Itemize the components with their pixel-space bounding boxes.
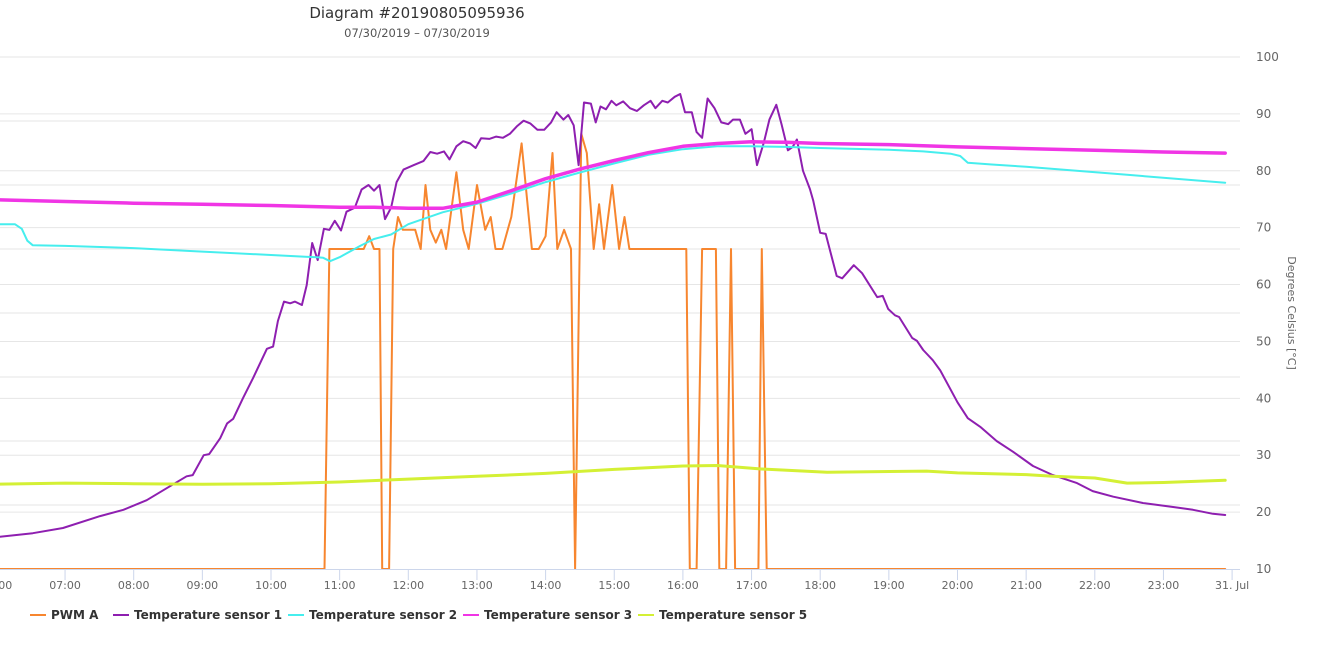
x-tick-label: 18:00: [804, 579, 836, 592]
axes: 10 20 30 40 50 60 70 80 90 100 06:00 07:00 08:00 09:0…: [0, 50, 1298, 592]
y-tick-label: 80: [1256, 164, 1271, 178]
y-tick-label: 40: [1256, 391, 1271, 405]
y-tick-label: 20: [1256, 505, 1271, 519]
chart-subtitle: 07/30/2019 – 07/30/2019: [344, 26, 490, 40]
legend-item-pwm-a[interactable]: PWM A: [30, 608, 98, 622]
legend-line-marker: [463, 614, 479, 616]
x-tick-label: 17:00: [736, 579, 768, 592]
x-tick-label: 09:00: [186, 579, 218, 592]
y-tick-label: 30: [1256, 448, 1271, 462]
legend-line-marker: [288, 614, 304, 616]
x-tick-label: 13:00: [461, 579, 493, 592]
x-tick-label: 31. Jul: [1215, 579, 1249, 592]
gridlines: [0, 56, 1240, 513]
x-tick-label: 21:00: [1010, 579, 1042, 592]
y-axis-title: Degrees Celsius [°C]: [1285, 256, 1298, 370]
y-tick-label: 60: [1256, 278, 1271, 292]
legend-label: Temperature sensor 3: [484, 608, 633, 622]
y-tick-label: 50: [1256, 334, 1271, 348]
x-tick-label: 06:00: [0, 579, 12, 592]
y-tick-label: 70: [1256, 221, 1271, 235]
legend-item-temperature-sensor-2[interactable]: Temperature sensor 2: [288, 608, 457, 622]
x-tick-label: 14:00: [530, 579, 562, 592]
legend-line-marker: [113, 614, 129, 616]
x-tick-label: 15:00: [598, 579, 630, 592]
x-tick-label: 19:00: [873, 579, 905, 592]
y-tick-label: 100: [1256, 50, 1279, 64]
series-line-pwm-a[interactable]: [0, 132, 1227, 570]
x-tick-label: 07:00: [49, 579, 81, 592]
series-line-temperature-sensor-5[interactable]: [0, 464, 1227, 486]
y-tick-label: 90: [1256, 107, 1271, 121]
x-tick-label: 23:00: [1148, 579, 1180, 592]
legend-label: Temperature sensor 2: [309, 608, 458, 622]
legend-item-temperature-sensor-3[interactable]: Temperature sensor 3: [463, 608, 632, 622]
legend-label: Temperature sensor 1: [134, 608, 283, 622]
x-tick-label: 11:00: [324, 579, 356, 592]
chart-title: Diagram #20190805095936: [309, 4, 525, 22]
legend-line-marker: [638, 614, 654, 616]
x-tick-label: 10:00: [255, 579, 287, 592]
x-tick-label: 12:00: [392, 579, 424, 592]
legend-label: Temperature sensor 5: [659, 608, 808, 622]
x-tick-label: 08:00: [118, 579, 150, 592]
x-tick-label: 20:00: [942, 579, 974, 592]
series-line-temperature-sensor-1[interactable]: [0, 93, 1227, 538]
legend-item-temperature-sensor-5[interactable]: Temperature sensor 5: [638, 608, 807, 622]
legend-item-temperature-sensor-1[interactable]: Temperature sensor 1: [113, 608, 282, 622]
x-tick-label: 22:00: [1079, 579, 1111, 592]
y-tick-label: 10: [1256, 562, 1271, 576]
legend-line-marker: [30, 614, 46, 616]
line-chart: 10 20 30 40 50 60 70 80 90 100 06:00 07:00 08:00 09:0…: [0, 50, 1298, 592]
legend-label: PWM A: [51, 608, 99, 622]
x-tick-label: 16:00: [667, 579, 699, 592]
series-lines: [0, 93, 1227, 570]
series-line-temperature-sensor-3[interactable]: [0, 140, 1227, 211]
legend: PWM A Temperature sensor 1 Temperature sen…: [0, 608, 900, 628]
